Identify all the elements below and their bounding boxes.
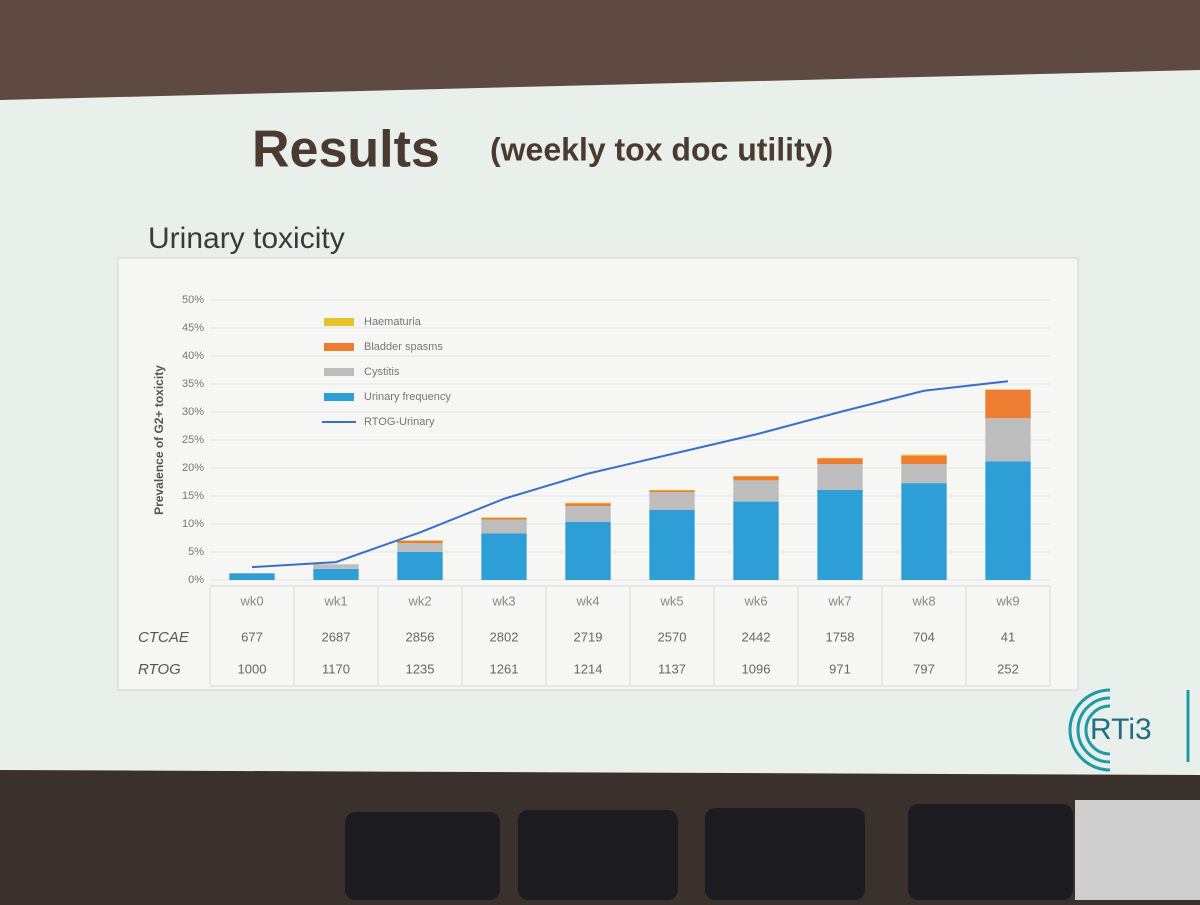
x-tick-label: wk5	[659, 593, 683, 608]
bar-segment	[901, 455, 947, 465]
bar-segment	[901, 483, 947, 580]
table-cell: 1235	[406, 661, 435, 676]
legend-label: Bladder spasms	[364, 341, 443, 353]
table-cell: 2442	[742, 629, 771, 644]
bar-segment	[481, 533, 527, 580]
table-cell: 1000	[238, 661, 267, 676]
bar-segment	[229, 573, 275, 580]
table-cell: 971	[829, 661, 851, 676]
table-cell: 2856	[406, 629, 435, 644]
legend-label: Urinary frequency	[364, 391, 451, 403]
bar-segment	[397, 540, 443, 544]
logo	[1068, 688, 1190, 772]
table-cell: 1096	[742, 661, 771, 676]
bar-segment	[985, 418, 1031, 462]
bar-segment	[565, 502, 611, 504]
y-axis-label: Prevalence of G2+ toxicity	[152, 365, 166, 515]
bar-segment	[901, 454, 947, 456]
bar-segment	[565, 521, 611, 580]
bar-segment	[481, 519, 527, 534]
legend-swatch	[324, 393, 354, 401]
legend-label: Haematuria	[364, 316, 422, 328]
y-tick-label: 10%	[182, 518, 204, 530]
legend-swatch	[324, 318, 354, 326]
bar-segment	[313, 568, 359, 580]
table-cell: 1170	[322, 661, 350, 676]
y-tick-label: 15%	[182, 490, 204, 502]
x-tick-label: wk1	[323, 593, 347, 608]
table-cell: 2570	[658, 629, 687, 644]
x-tick-label: wk9	[995, 593, 1019, 608]
y-tick-label: 25%	[182, 434, 204, 446]
table-cell: 1214	[574, 661, 603, 676]
bar-segment	[397, 552, 443, 580]
table-cell: 41	[1001, 629, 1015, 644]
bar-segment	[481, 517, 527, 518]
bar-segment	[649, 492, 695, 510]
bar-segment	[565, 506, 611, 522]
y-tick-label: 20%	[182, 462, 204, 474]
bar-segment	[901, 464, 947, 484]
table-cell: 2719	[574, 629, 603, 644]
legend-label: Cystitis	[364, 366, 400, 378]
x-tick-label: wk0	[239, 593, 263, 608]
x-tick-label: wk2	[407, 593, 431, 608]
bar-segment	[649, 510, 695, 580]
table-cell: 1137	[658, 661, 686, 676]
bar-segment	[817, 457, 863, 459]
bar-segment	[817, 464, 863, 490]
slide-title-note: (weekly tox doc utility)	[490, 131, 833, 167]
table-cell: 2802	[490, 629, 519, 644]
bar-segment	[649, 489, 695, 491]
bar-segment	[733, 501, 779, 580]
bar-segment	[985, 389, 1031, 419]
y-tick-label: 5%	[188, 546, 204, 558]
table-cell: 2687	[322, 629, 351, 644]
x-tick-label: wk7	[827, 593, 851, 608]
slide-title: Results	[252, 121, 440, 179]
bar-segment	[397, 543, 443, 552]
bar-segment	[985, 461, 1031, 580]
x-tick-label: wk8	[911, 593, 935, 608]
y-tick-label: 30%	[182, 406, 204, 418]
bar-segment	[397, 540, 443, 541]
legend-swatch	[324, 368, 354, 376]
y-tick-label: 50%	[182, 294, 204, 306]
legend-label: RTOG-Urinary	[364, 416, 435, 428]
x-tick-label: wk4	[575, 593, 599, 608]
bar-segment	[817, 489, 863, 580]
bar-segment	[733, 476, 779, 481]
chart-title: Urinary toxicity	[148, 222, 345, 255]
table-cell: 1758	[826, 629, 855, 644]
bar-segment	[733, 475, 779, 477]
y-tick-label: 0%	[188, 574, 204, 586]
logo-text: RTi3	[1090, 713, 1152, 746]
y-tick-label: 40%	[182, 350, 204, 362]
table-cell: 1261	[490, 661, 519, 676]
bar-segment	[565, 503, 611, 507]
y-tick-label: 35%	[182, 378, 204, 390]
line	[251, 380, 1009, 569]
x-tick-label: wk3	[491, 593, 515, 608]
x-tick-label: wk6	[743, 593, 767, 608]
table-cell: 704	[913, 629, 935, 644]
y-tick-label: 45%	[182, 322, 204, 334]
legend-swatch	[324, 343, 354, 351]
table-cell: 677	[241, 629, 263, 644]
chairs	[345, 800, 1200, 900]
table-cell: 797	[913, 661, 935, 676]
bar-segment	[817, 458, 863, 465]
table-row-label: CTCAE	[138, 629, 190, 646]
bar-segment	[649, 490, 695, 493]
bar-segment	[481, 517, 527, 520]
table-cell: 252	[997, 661, 1019, 676]
table-row-label: RTOG	[138, 661, 181, 678]
bar-segment	[733, 480, 779, 502]
bar-segment	[313, 564, 359, 569]
